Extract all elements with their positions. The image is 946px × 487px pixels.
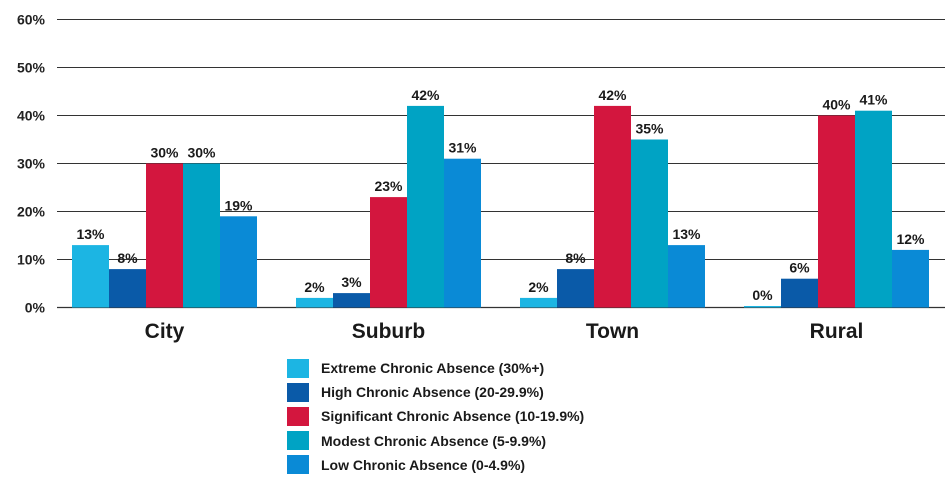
legend-item: High Chronic Absence (20-29.9%) — [287, 380, 584, 404]
y-tick-label: 40% — [17, 108, 46, 124]
data-label: 35% — [635, 121, 664, 137]
chart: 0% 10% 20% 30% 40% 50% 60% 13% 8% 30% 30% 19% 2% 3% 2… — [17, 12, 945, 343]
legend-item: Extreme Chronic Absence (30%+) — [287, 356, 584, 380]
legend-swatch — [287, 455, 309, 475]
bar — [594, 105, 631, 308]
bar — [631, 139, 668, 308]
data-label: 13% — [76, 226, 105, 242]
legend-swatch — [287, 358, 309, 378]
y-tick-label: 30% — [17, 156, 46, 172]
data-label: 42% — [411, 87, 440, 103]
bar — [520, 297, 557, 308]
bar — [855, 110, 892, 308]
bar — [183, 163, 220, 308]
category-label: Suburb — [352, 320, 426, 343]
data-label: 31% — [448, 140, 477, 156]
bar — [407, 105, 444, 308]
data-label: 41% — [859, 92, 888, 108]
data-label: 2% — [304, 279, 325, 295]
data-label: 2% — [528, 279, 549, 295]
y-axis-ticks: 0% 10% 20% 30% 40% 50% 60% — [17, 12, 46, 316]
legend-item: Significant Chronic Absence (10-19.9%) — [287, 404, 584, 428]
data-label: 19% — [224, 197, 253, 213]
bar — [781, 278, 818, 308]
data-label: 40% — [822, 97, 851, 113]
data-label: 12% — [896, 231, 925, 247]
legend-label: Modest Chronic Absence (5-9.9%) — [321, 432, 547, 449]
legend-swatch — [287, 406, 309, 426]
y-tick-label: 10% — [17, 252, 46, 268]
data-label: 30% — [150, 145, 179, 161]
bar — [370, 197, 407, 308]
y-tick-label: 60% — [17, 12, 46, 28]
legend-swatch — [287, 431, 309, 451]
data-label: 6% — [789, 260, 810, 276]
bar — [444, 158, 481, 308]
data-label: 0% — [752, 287, 773, 303]
legend-label: Significant Chronic Absence (10-19.9%) — [321, 408, 585, 425]
bar — [744, 306, 781, 308]
bar — [296, 297, 333, 308]
legend: Extreme Chronic Absence (30%+) High Chron… — [287, 356, 584, 477]
category-label: Rural — [810, 320, 864, 343]
bar — [892, 249, 929, 308]
data-label: 30% — [187, 145, 216, 161]
data-label: 8% — [565, 250, 586, 266]
bar — [333, 293, 370, 308]
bar — [146, 163, 183, 308]
category-labels: City Suburb Town Rural — [145, 320, 864, 343]
legend-item: Low Chronic Absence (0-4.9%) — [287, 453, 584, 477]
bar — [557, 269, 594, 308]
legend-label: Extreme Chronic Absence (30%+) — [321, 360, 545, 377]
legend-item: Modest Chronic Absence (5-9.9%) — [287, 429, 584, 453]
data-label: 42% — [598, 87, 627, 103]
data-label: 23% — [374, 178, 403, 194]
bar — [72, 245, 109, 308]
bar — [818, 115, 855, 308]
data-label: 3% — [341, 274, 362, 290]
bars — [72, 105, 929, 308]
y-tick-label: 20% — [17, 204, 46, 220]
data-label: 8% — [117, 250, 138, 266]
legend-label: Low Chronic Absence (0-4.9%) — [321, 456, 526, 473]
bar — [109, 269, 146, 308]
y-tick-label: 50% — [17, 60, 46, 76]
data-labels: 13% 8% 30% 30% 19% 2% 3% 23% 42% 31% 2% 8% 42% 35% 13%… — [76, 87, 925, 303]
bar — [668, 245, 705, 308]
data-label: 13% — [672, 226, 701, 242]
legend-label: High Chronic Absence (20-29.9%) — [321, 384, 544, 401]
category-label: City — [145, 320, 185, 343]
bar — [220, 216, 257, 308]
category-label: Town — [586, 320, 639, 343]
legend-swatch — [287, 382, 309, 402]
y-tick-label: 0% — [25, 300, 46, 316]
